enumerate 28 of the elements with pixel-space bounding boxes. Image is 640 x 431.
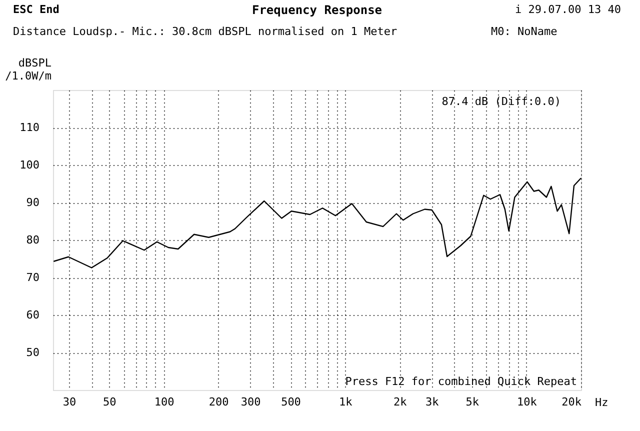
text: ESC End xyxy=(13,3,60,16)
x-axis-title: Hz xyxy=(595,396,608,409)
y-tick-label: 90 xyxy=(26,196,40,209)
annotation: Press F12 for combined Quick Repeat xyxy=(345,375,577,388)
text: i 29.07.00 13 40 xyxy=(515,3,621,16)
x-tick-label: 300 xyxy=(240,396,261,408)
y-axis-title: dBSPL /1.0W/m xyxy=(5,56,52,82)
y-tick-label: 50 xyxy=(26,346,40,359)
x-tick-label: 500 xyxy=(281,396,301,408)
y-tick-label: 60 xyxy=(26,308,40,322)
x-tick-label: 50 xyxy=(103,396,116,408)
y-tick-label: 70 xyxy=(26,271,40,284)
y-tick-label: 110 xyxy=(20,121,40,134)
y-tick-label: 100 xyxy=(20,158,40,172)
x-tick-label: 20k xyxy=(562,396,582,408)
x-tick-label: 100 xyxy=(154,396,174,408)
x-tick-label: 10k xyxy=(516,396,538,408)
annotation: 87.4 dB (Diff:0.0) xyxy=(442,95,561,108)
chart-title: Frequency Response xyxy=(252,3,382,17)
x-tick-label: 5k xyxy=(466,396,480,408)
text: M0: NoName xyxy=(491,25,558,38)
x-tick-label: 3k xyxy=(425,396,440,408)
x-tick-label: 2k xyxy=(394,396,408,408)
x-tick-label: 1k xyxy=(338,396,353,408)
y-tick-label: 80 xyxy=(26,234,40,246)
chart-subtitle: Distance Loudsp.- Mic.: 30.8cm dBSPL normalised on 1 Meter xyxy=(13,25,398,38)
x-tick-label: 200 xyxy=(208,396,229,408)
x-tick-label: 30 xyxy=(62,396,76,408)
